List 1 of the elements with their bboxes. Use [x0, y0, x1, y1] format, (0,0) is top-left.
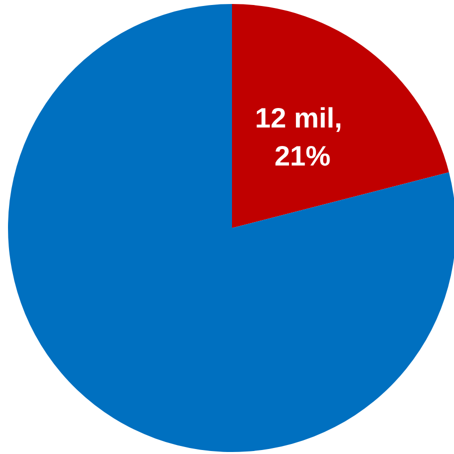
data-label: 12 mil, 21%: [255, 102, 350, 172]
